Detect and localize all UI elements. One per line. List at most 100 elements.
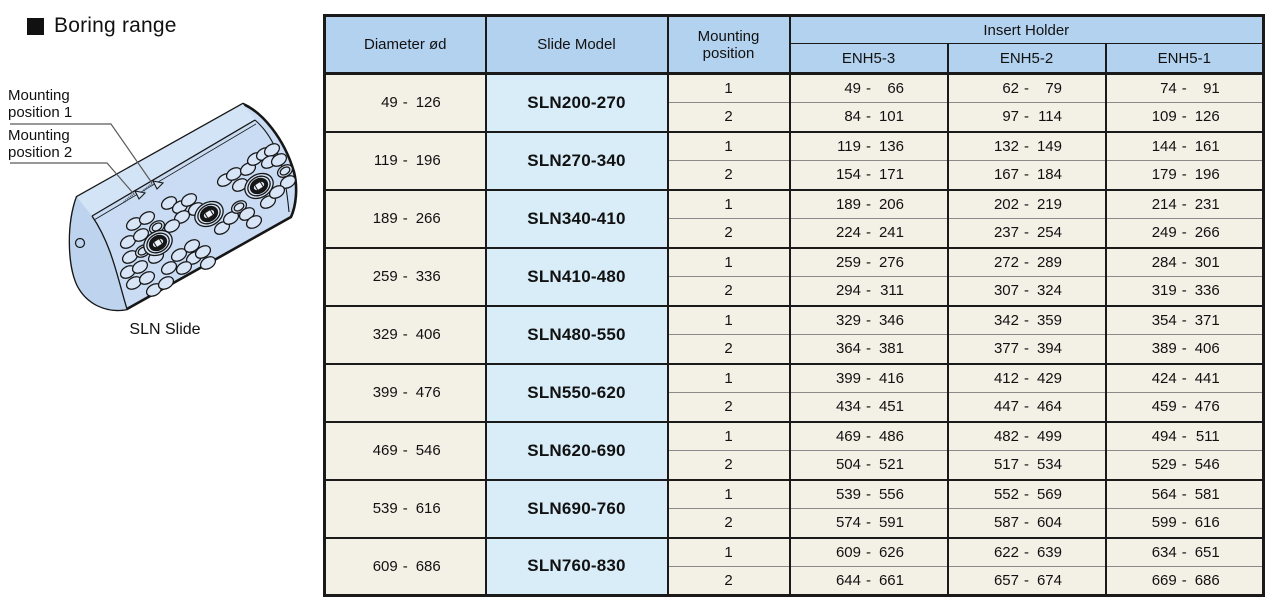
range-max: 254: [1036, 224, 1062, 242]
insert-holder-range-cell-enh5-2: 342-359: [946, 304, 1107, 335]
range-dash: -: [866, 253, 871, 271]
range-min: 294: [835, 282, 861, 300]
range-max: 651: [1194, 543, 1220, 561]
range-dash: -: [866, 485, 871, 503]
range-min: 329: [835, 311, 861, 329]
range-max: 149: [1036, 137, 1062, 155]
range-dash: -: [1181, 108, 1187, 126]
range-max: 346: [878, 311, 904, 329]
mounting-position-cell: 1: [666, 362, 791, 393]
range-max: 394: [1036, 340, 1062, 358]
range-dash: -: [1024, 108, 1029, 126]
range-max: 289: [1036, 253, 1062, 271]
range-min: 539: [372, 500, 398, 517]
insert-holder-range-cell-enh5-3: 434-451: [788, 392, 949, 423]
range-max: 451: [878, 398, 904, 416]
range-dash: -: [866, 340, 871, 358]
range-min: 167: [993, 166, 1019, 184]
hole: [263, 143, 281, 157]
mounting-position-cell: 2: [666, 566, 791, 597]
range-dash: -: [1181, 195, 1187, 213]
end-cap-edge: [91, 215, 128, 310]
insert-holder-range-cell-enh5-2: 307-324: [946, 276, 1107, 307]
hole: [132, 228, 150, 242]
range-dash: -: [1024, 485, 1029, 503]
range-dash: -: [1024, 369, 1029, 387]
range-dash: -: [1181, 369, 1187, 387]
mounting-position-cell: 2: [666, 276, 791, 307]
insert-holder-range-cell-enh5-3: 224-241: [788, 218, 949, 249]
range-min: 354: [1151, 311, 1177, 329]
range-dash: -: [1181, 514, 1187, 532]
range-max: 196: [1194, 166, 1220, 184]
table-row: 2 434-451 447-464 459-476: [325, 392, 1265, 423]
insert-holder-range-cell-enh5-3: 259-276: [788, 246, 949, 277]
mounting-position-cell: 2: [666, 450, 791, 481]
range-min: 447: [993, 398, 1019, 416]
insert-holder-range-cell-enh5-3: 574-591: [788, 508, 949, 539]
insert-holder-range-cell-enh5-2: 237-254: [946, 218, 1107, 249]
insert-holder-range-cell-enh5-1: 389-406: [1104, 334, 1265, 365]
range-max: 301: [1194, 253, 1220, 271]
range-max: 266: [415, 210, 441, 227]
hole: [160, 261, 178, 275]
table-row: 609-686 SLN760-830 1 609-626 622-639 634-651: [323, 536, 1265, 597]
col-header-diameter: Diameter ød: [323, 14, 487, 75]
table-row: 2 294-311 307-324 319-336: [325, 276, 1265, 307]
table-row: 2 644-661 657-674 669-686: [325, 566, 1265, 597]
mounting-position-2-label: Mounting position 2: [8, 127, 73, 161]
insert-holder-range-cell-enh5-3: 154-171: [788, 160, 949, 191]
insert-holder-range-cell-enh5-3: 189-206: [788, 188, 949, 219]
insert-holder-range-cell-enh5-3: 364-381: [788, 334, 949, 365]
range-dash: -: [1181, 398, 1187, 416]
range-dash: -: [1024, 572, 1029, 589]
range-min: 97: [1002, 108, 1019, 126]
insert-holder-range-cell-enh5-3: 329-346: [788, 304, 949, 335]
mounting-position-cell: 2: [666, 334, 791, 365]
range-max: 674: [1036, 572, 1062, 589]
mounting-position-1-leader-line: [10, 123, 153, 184]
insert-holder-range-cell-enh5-3: 84-101: [788, 102, 949, 133]
mounting-position-cell: 1: [666, 536, 791, 567]
hole: [183, 239, 201, 253]
insert-holder-range-cell-enh5-2: 97-114: [946, 102, 1107, 133]
range-max: 416: [878, 369, 904, 387]
mounting-position-cell: 1: [666, 420, 791, 451]
insert-holder-range-cell-enh5-3: 399-416: [788, 362, 949, 393]
insert-holder-range-cell-enh5-3: 504-521: [788, 450, 949, 481]
range-min: 657: [993, 572, 1019, 589]
section-marker-icon: [27, 17, 44, 35]
range-dash: -: [1024, 80, 1029, 97]
range-dash: -: [1181, 427, 1187, 445]
range-dash: -: [866, 282, 871, 300]
boss-socket: [253, 180, 265, 192]
table-row: 399-476 SLN550-620 1 399-416 412-429 424-441: [323, 362, 1265, 423]
hole: [138, 271, 156, 285]
col-header-enh5-3: ENH5-3: [788, 43, 949, 75]
insert-holder-range-cell-enh5-1: 354-371: [1104, 304, 1265, 335]
table-row: 2 364-381 377-394 389-406: [325, 334, 1265, 365]
table-row: 2 224-241 237-254 249-266: [325, 218, 1265, 249]
col-header-slide-model: Slide Model: [484, 14, 669, 75]
range-max: 126: [1194, 108, 1220, 126]
engraving-mark: [141, 182, 154, 193]
header-row-2: ENH5-3 ENH5-2 ENH5-1: [325, 43, 1265, 75]
hole-inner-ring: [279, 166, 291, 176]
boss-ring: [148, 234, 168, 252]
range-max: 511: [1195, 427, 1220, 445]
range-dash: -: [866, 137, 871, 155]
range-min: 587: [993, 514, 1019, 532]
mounting-position-2-leader-line: [10, 162, 134, 194]
table-row: 469-546 SLN620-690 1 469-486 482-499 494-511: [323, 420, 1265, 481]
insert-holder-range-cell-enh5-2: 412-429: [946, 362, 1107, 393]
range-min: 529: [1151, 456, 1177, 474]
mounting-position-1-label: Mounting position 1: [8, 87, 73, 121]
range-min: 119: [373, 152, 398, 169]
range-dash: -: [866, 369, 871, 387]
range-min: 599: [1151, 514, 1177, 532]
col-header-enh5-2: ENH5-2: [946, 43, 1107, 75]
range-max: 206: [878, 195, 904, 213]
table-row: 2 154-171 167-184 179-196: [325, 160, 1265, 191]
insert-holder-range-cell-enh5-1: 74-91: [1104, 72, 1265, 103]
range-max: 266: [1194, 224, 1220, 242]
